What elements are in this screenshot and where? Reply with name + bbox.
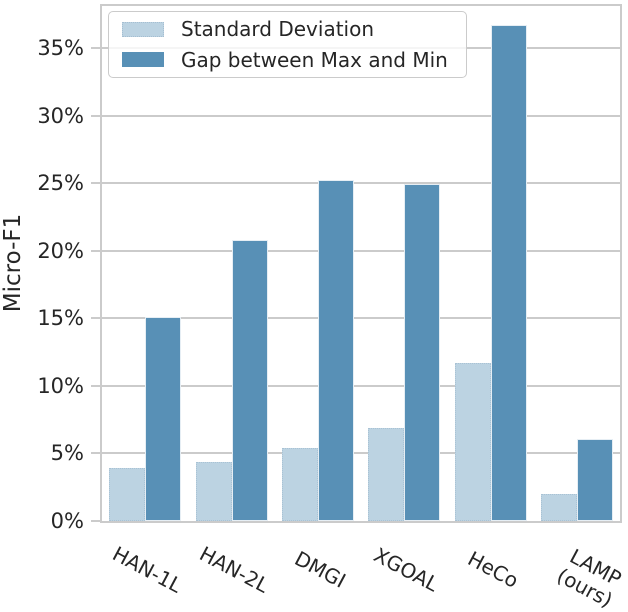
y-tick-mark-15 <box>91 317 100 320</box>
bar-std-DMGI <box>281 448 318 521</box>
y-tick-label-20: 20% <box>37 238 84 263</box>
y-tick-label-5: 5% <box>50 441 84 466</box>
gridline-30 <box>102 114 620 117</box>
legend-item-gap-max-min: Gap between Max and Min <box>109 45 466 75</box>
y-tick-label-10: 10% <box>37 373 84 398</box>
y-tick-mark-20 <box>91 249 100 252</box>
y-tick-label-30: 30% <box>37 103 84 128</box>
bar-gap-HeCo <box>490 24 527 521</box>
bar-gap-HAN-2L <box>231 239 268 521</box>
y-tick-label-35: 35% <box>37 35 84 60</box>
gridline-15 <box>102 317 620 320</box>
bar-std-LAMP <box>540 493 577 521</box>
y-tick-mark-30 <box>91 114 100 117</box>
gridline-10 <box>102 384 620 387</box>
standard-deviation-swatch-icon <box>122 21 164 37</box>
y-tick-label-15: 15% <box>37 306 84 331</box>
legend-item-standard-deviation: Standard Deviation <box>109 14 466 44</box>
bar-gap-LAMP <box>576 438 613 521</box>
legend-label-gap-max-min: Gap between Max and Min <box>181 47 448 72</box>
y-tick-mark-35 <box>91 46 100 49</box>
bar-std-XGOAL <box>368 427 405 521</box>
y-tick-mark-10 <box>91 384 100 387</box>
y-tick-label-0: 0% <box>50 509 84 533</box>
x-tick-label-LAMP: LAMP (ours) <box>552 543 626 612</box>
bar-std-HeCo <box>454 362 491 521</box>
legend: Standard Deviation Gap between Max and M… <box>108 11 467 78</box>
bar-gap-HAN-1L <box>145 316 182 521</box>
plot-area <box>100 4 622 523</box>
bar-std-HAN-2L <box>195 461 232 521</box>
bar-gap-XGOAL <box>404 184 441 521</box>
x-tick-label-HeCo: HeCo <box>463 546 523 593</box>
y-tick-mark-0 <box>91 520 100 522</box>
gridline-5 <box>102 452 620 455</box>
x-tick-label-DMGI: DMGI <box>290 546 350 593</box>
x-tick-label-XGOAL: XGOAL <box>370 542 443 597</box>
y-tick-label-25: 25% <box>37 171 84 196</box>
legend-label-standard-deviation: Standard Deviation <box>181 17 375 42</box>
x-tick-label-HAN-1L: HAN-1L <box>108 541 187 598</box>
bar-gap-DMGI <box>317 180 354 521</box>
y-tick-mark-25 <box>91 182 100 185</box>
y-tick-mark-5 <box>91 452 100 455</box>
bar-std-HAN-1L <box>109 468 146 521</box>
gridline-20 <box>102 249 620 252</box>
gap-max-min-swatch-icon <box>122 52 164 68</box>
x-tick-label-HAN-2L: HAN-2L <box>195 541 273 598</box>
gridline-25 <box>102 182 620 185</box>
